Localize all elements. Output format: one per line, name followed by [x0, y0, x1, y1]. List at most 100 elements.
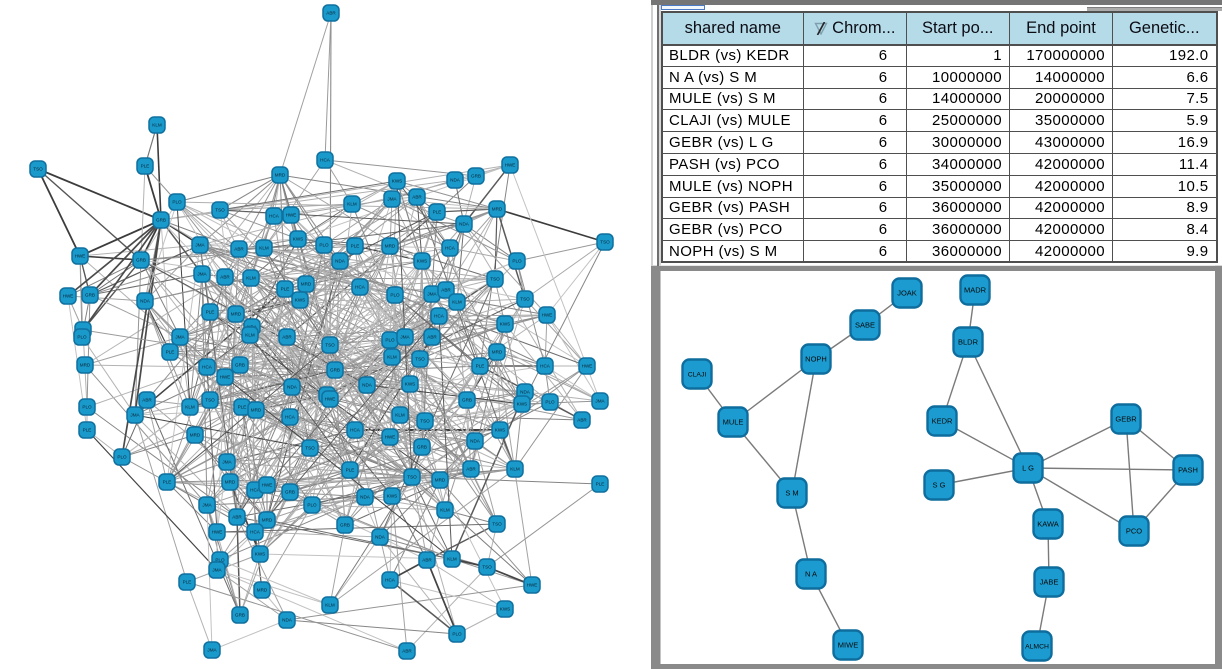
- svg-text:GRB: GRB: [471, 174, 481, 179]
- svg-text:PLE: PLE: [166, 350, 175, 355]
- svg-text:GRB: GRB: [462, 398, 472, 403]
- svg-text:KWS: KWS: [500, 607, 510, 612]
- svg-text:PLE: PLE: [83, 428, 92, 433]
- svg-text:NDA: NDA: [450, 178, 461, 183]
- svg-text:GRB: GRB: [85, 293, 95, 298]
- svg-text:TSO: TSO: [415, 357, 425, 362]
- svg-text:HCA: HCA: [540, 364, 551, 369]
- svg-text:PLO: PLO: [385, 338, 395, 343]
- svg-text:MRD: MRD: [231, 312, 242, 317]
- svg-text:KWS: KWS: [387, 494, 397, 499]
- svg-text:SABE: SABE: [855, 321, 875, 330]
- svg-text:TSO: TSO: [305, 446, 315, 451]
- svg-text:PLO: PLO: [77, 335, 87, 340]
- svg-text:PLO: PLO: [319, 243, 329, 248]
- svg-text:JMA: JMA: [197, 272, 207, 277]
- svg-text:NDA: NDA: [470, 439, 481, 444]
- svg-text:HWE: HWE: [325, 397, 336, 402]
- svg-text:ABR: ABR: [234, 247, 244, 252]
- svg-text:MRD: MRD: [80, 363, 91, 368]
- svg-text:PLO: PLO: [545, 400, 555, 405]
- svg-text:TSO: TSO: [325, 343, 335, 348]
- svg-text:NDA: NDA: [140, 299, 151, 304]
- svg-text:MRD: MRD: [492, 350, 503, 355]
- svg-text:PLO: PLO: [452, 632, 462, 637]
- svg-text:NDA: NDA: [282, 618, 293, 623]
- svg-text:PLE: PLE: [238, 405, 247, 410]
- svg-text:TSO: TSO: [33, 167, 43, 172]
- svg-text:HWE: HWE: [286, 213, 297, 218]
- svg-text:MRD: MRD: [301, 282, 312, 287]
- svg-text:HWE: HWE: [385, 435, 396, 440]
- svg-text:PLE: PLE: [596, 482, 605, 487]
- svg-text:MRD: MRD: [190, 433, 201, 438]
- svg-text:TSO: TSO: [520, 297, 530, 302]
- svg-text:KLM: KLM: [395, 413, 405, 418]
- svg-text:S G: S G: [933, 481, 946, 490]
- svg-text:KWS: KWS: [417, 259, 427, 264]
- svg-text:HWE: HWE: [505, 163, 516, 168]
- svg-text:MRD: MRD: [492, 207, 503, 212]
- svg-text:MRD: MRD: [385, 244, 396, 249]
- svg-text:HCA: HCA: [445, 246, 456, 251]
- svg-text:PLE: PLE: [346, 468, 355, 473]
- svg-text:KLM: KLM: [246, 276, 256, 281]
- svg-text:PLE: PLE: [141, 164, 150, 169]
- svg-text:HWE: HWE: [542, 313, 553, 318]
- svg-text:KWS: KWS: [392, 179, 402, 184]
- svg-text:KLM: KLM: [325, 603, 335, 608]
- svg-text:GEBR: GEBR: [1115, 415, 1137, 424]
- svg-text:PLE: PLE: [206, 310, 215, 315]
- svg-text:GRB: GRB: [330, 368, 340, 373]
- svg-text:KWS: KWS: [293, 237, 303, 242]
- svg-text:GRB: GRB: [235, 613, 245, 618]
- svg-text:JMA: JMA: [387, 197, 397, 202]
- svg-text:PLO: PLO: [117, 455, 127, 460]
- svg-text:HCA: HCA: [385, 578, 396, 583]
- svg-text:PLE: PLE: [476, 364, 485, 369]
- svg-text:JMA: JMA: [195, 243, 205, 248]
- svg-text:ABR: ABR: [326, 11, 336, 16]
- svg-text:NDA: NDA: [520, 390, 531, 395]
- svg-text:N A: N A: [805, 570, 817, 579]
- svg-text:KLM: KLM: [152, 123, 162, 128]
- svg-text:PLO: PLO: [390, 293, 400, 298]
- svg-text:NDA: NDA: [335, 259, 346, 264]
- svg-text:MRD: MRD: [251, 408, 262, 413]
- svg-text:KLM: KLM: [185, 405, 195, 410]
- svg-text:GRB: GRB: [340, 523, 350, 528]
- svg-text:HCA: HCA: [320, 158, 331, 163]
- svg-text:HCA: HCA: [269, 214, 280, 219]
- svg-text:JMA: JMA: [202, 503, 212, 508]
- svg-text:NDA: NDA: [287, 385, 298, 390]
- svg-text:NDA: NDA: [360, 495, 371, 500]
- svg-text:ABR: ABR: [402, 649, 412, 654]
- svg-text:PASH: PASH: [1178, 466, 1198, 475]
- svg-text:ABR: ABR: [422, 558, 432, 563]
- svg-text:GRB: GRB: [285, 490, 295, 495]
- svg-text:MIWE: MIWE: [838, 641, 858, 650]
- svg-text:MRD: MRD: [262, 518, 273, 523]
- svg-text:PLE: PLE: [183, 580, 192, 585]
- svg-text:KLM: KLM: [245, 333, 255, 338]
- svg-text:PCO: PCO: [1126, 527, 1142, 536]
- svg-text:PLE: PLE: [433, 210, 442, 215]
- svg-text:HWE: HWE: [63, 294, 74, 299]
- svg-text:PLO: PLO: [215, 558, 225, 563]
- svg-text:S M: S M: [785, 489, 798, 498]
- svg-text:KWS: KWS: [255, 552, 265, 557]
- svg-text:KLM: KLM: [510, 467, 520, 472]
- svg-text:ABR: ABR: [427, 335, 437, 340]
- svg-text:ABR: ABR: [232, 515, 242, 520]
- svg-text:JOAK: JOAK: [897, 289, 917, 298]
- svg-text:JMA: JMA: [207, 648, 217, 653]
- svg-text:MRD: MRD: [275, 173, 286, 178]
- svg-text:HCA: HCA: [434, 314, 445, 319]
- svg-text:L G: L G: [1022, 464, 1034, 473]
- svg-text:NOPH: NOPH: [805, 355, 827, 364]
- svg-text:ABR: ABR: [412, 195, 422, 200]
- svg-text:PLE: PLE: [281, 287, 290, 292]
- svg-text:KAWA: KAWA: [1037, 520, 1059, 529]
- svg-text:ABR: ABR: [142, 398, 152, 403]
- svg-text:TSO: TSO: [600, 240, 610, 245]
